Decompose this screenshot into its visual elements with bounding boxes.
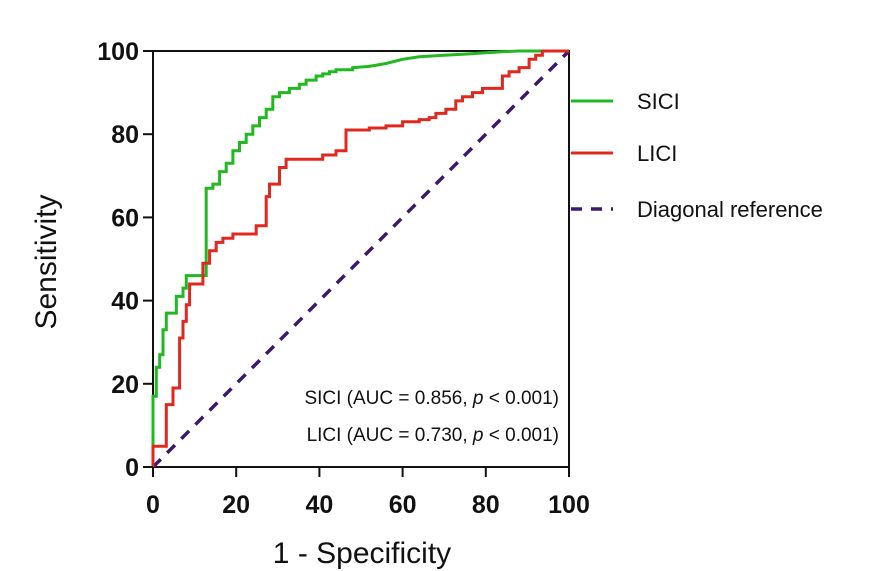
y-tick-label: 20 bbox=[111, 371, 139, 399]
series-line-sici bbox=[151, 49, 569, 467]
y-tick-label: 40 bbox=[111, 288, 139, 316]
legend-label-lici: LICI bbox=[637, 141, 677, 166]
x-tick-label: 60 bbox=[389, 491, 417, 519]
axes bbox=[152, 50, 570, 468]
y-tick-label: 80 bbox=[111, 121, 139, 149]
series-line-lici bbox=[151, 49, 569, 467]
series-line-diagonal-reference bbox=[151, 49, 571, 469]
plot-frame bbox=[152, 50, 570, 468]
auc-annotation: SICI (AUC = 0.856, p < 0.001) bbox=[304, 388, 559, 409]
series-layer bbox=[151, 49, 569, 467]
x-tick-label: 0 bbox=[146, 491, 160, 519]
x-tick-label: 80 bbox=[472, 491, 500, 519]
auc-annotation: LICI (AUC = 0.730, p < 0.001) bbox=[307, 425, 559, 446]
diagonal-layer bbox=[151, 49, 571, 469]
legend-label-sici: SICI bbox=[637, 89, 680, 114]
x-tick-label: 40 bbox=[305, 491, 333, 519]
annotations: SICI (AUC = 0.856, p < 0.001) LICI (AUC =… bbox=[304, 388, 559, 446]
y-tick-label: 0 bbox=[125, 454, 139, 482]
y-tick-label: 100 bbox=[97, 38, 139, 66]
x-axis-title: 1 - Specificity bbox=[273, 537, 451, 570]
tick-layer: 0 20 40 60 80 100 0 20 40 60 80 100 bbox=[97, 38, 590, 519]
y-axis-title: Sensitivity bbox=[30, 194, 63, 329]
x-tick-label: 20 bbox=[222, 491, 250, 519]
legend: SICI LICI Diagonal reference bbox=[571, 89, 823, 222]
x-tick-label: 100 bbox=[548, 491, 590, 519]
legend-label-diagonal-reference: Diagonal reference bbox=[637, 197, 823, 222]
y-tick-label: 60 bbox=[111, 204, 139, 232]
